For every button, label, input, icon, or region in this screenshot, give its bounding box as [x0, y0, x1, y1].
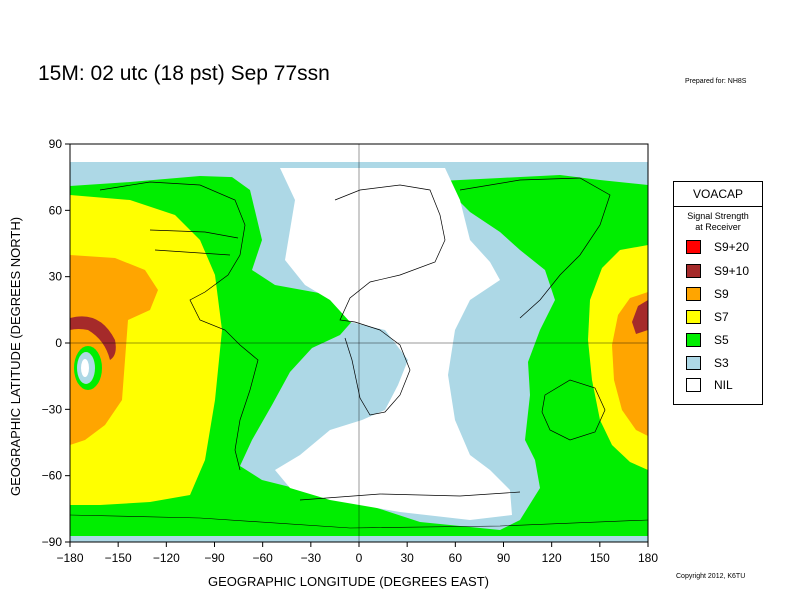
copyright-label: Copyright 2012, K6TU	[676, 573, 746, 580]
coverage-area	[70, 144, 648, 542]
x-tick-label: 180	[638, 551, 658, 565]
y-tick-label: 0	[55, 336, 62, 350]
prepared-for-label: Prepared for: NH8S	[685, 78, 747, 85]
antarctic-coast	[70, 514, 648, 529]
americas-outline	[99, 181, 259, 471]
x-tick-label: 0	[356, 551, 363, 565]
legend-swatch	[686, 356, 701, 370]
legend-label: S5	[714, 333, 729, 347]
y-tick-label: −60	[42, 469, 63, 483]
coverage-nil-central	[275, 168, 512, 520]
x-tick-label: 90	[497, 551, 511, 565]
legend-swatch	[686, 310, 701, 324]
legend-label: S9+20	[714, 240, 750, 254]
legend-label: S9+10	[714, 264, 750, 278]
legend-swatch	[686, 333, 701, 347]
australia-outline	[541, 379, 606, 441]
y-axis-ticks: 90 60 30 0 −30 −60 −90	[42, 137, 70, 549]
y-axis-title: GEOGRAPHIC LATITUDE (DEGREES NORTH)	[8, 216, 23, 496]
coverage-s9p10-east	[632, 300, 648, 334]
asia-outline	[459, 177, 611, 319]
x-tick-label: −60	[252, 551, 273, 565]
y-tick-label: −90	[42, 535, 63, 549]
legend: VOACAP Signal Strength at Receiver S9+20…	[673, 181, 763, 405]
legend-label: S9	[714, 287, 729, 301]
x-tick-label: 120	[542, 551, 562, 565]
legend-swatch	[686, 240, 701, 254]
y-tick-label: 60	[49, 203, 63, 217]
legend-label: NIL	[714, 378, 733, 392]
page-title: 15M: 02 utc (18 pst) Sep 77ssn	[38, 62, 330, 85]
legend-title: VOACAP	[674, 182, 762, 207]
continent-outlines	[99, 177, 611, 501]
x-tick-label: 150	[590, 551, 610, 565]
legend-swatch	[686, 287, 701, 301]
x-tick-label: −180	[56, 551, 83, 565]
x-tick-label: −30	[301, 551, 322, 565]
legend-subtitle-line1: Signal Strength	[687, 211, 749, 221]
na-grid	[149, 229, 239, 256]
coverage-nil-spot-west	[81, 359, 89, 377]
y-tick-label: 30	[49, 270, 63, 284]
antarctica-outline	[299, 491, 521, 501]
x-tick-label: 60	[449, 551, 463, 565]
africa-eurasia-outline	[334, 184, 446, 416]
x-tick-label: −120	[153, 551, 180, 565]
legend-swatch	[686, 264, 701, 278]
legend-subtitle-line2: at Receiver	[695, 222, 741, 232]
x-tick-label: −150	[105, 551, 132, 565]
y-tick-label: −30	[42, 402, 63, 416]
x-axis-ticks: −180 −150 −120 −90 −60 −30 0 30 60 90 120 150 180	[56, 542, 658, 565]
legend-label: S7	[714, 310, 729, 324]
coverage-s9p10-west	[70, 316, 116, 360]
x-tick-label: 30	[400, 551, 414, 565]
y-tick-label: 90	[49, 137, 63, 151]
graticule	[70, 144, 648, 542]
legend-subtitle: Signal Strength at Receiver	[674, 211, 762, 233]
x-axis-title: GEOGRAPHIC LONGITUDE (DEGREES EAST)	[208, 574, 489, 589]
x-tick-label: −90	[204, 551, 225, 565]
legend-label: S3	[714, 356, 729, 370]
legend-swatch	[686, 378, 701, 392]
